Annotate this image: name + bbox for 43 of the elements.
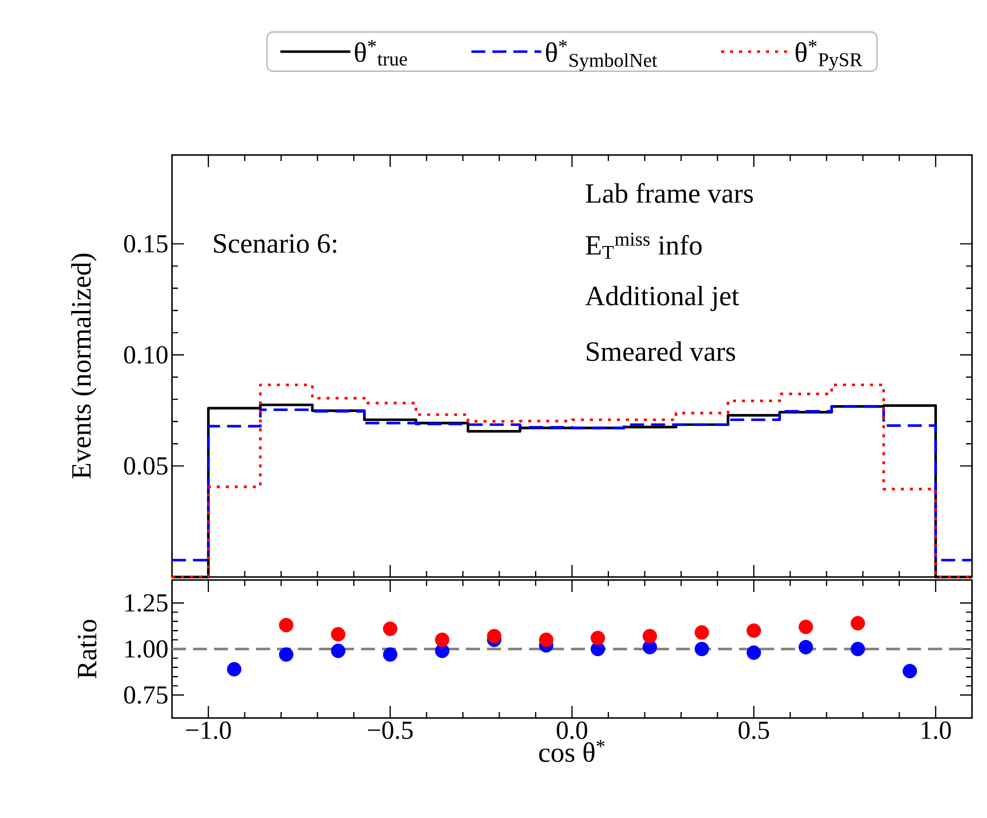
annotation: Smeared vars [586,341,736,362]
annotation: Scenario 6: [214,234,336,254]
point [330,644,346,658]
point [278,647,294,662]
y-tick-label: 0.15 [124,235,168,253]
point [538,632,554,648]
y-tick-label: 1.25 [125,594,168,612]
point [850,642,866,656]
annotation: Additional jet [585,286,740,312]
legend-label: θ$^{*}$SymbolNet [546,40,658,71]
legend-label: θ$^{*}$true [354,40,407,66]
point [226,662,242,676]
x-tick-label: −1.0 [186,722,231,740]
y-tick-label: 1.00 [125,640,168,658]
y-tick-label: 0.75 [124,686,168,704]
y-tick-label: 0.05 [124,457,168,475]
y-axis-title: Events (normalized) [71,254,96,479]
point [798,620,814,634]
point [798,640,814,654]
point [746,645,762,660]
point [330,627,346,642]
point [486,628,502,644]
y-axis-title: Ratio [78,620,96,678]
point [642,628,658,644]
point [590,630,606,646]
point [278,618,294,632]
x-tick-label: 0.5 [738,722,769,740]
annotation: Lab frame vars [586,183,753,203]
x-tick-label: 1.0 [922,722,951,740]
point [382,622,398,636]
point [694,625,710,640]
point [694,642,710,656]
legend-label: θ$^{*}$PySR [796,40,862,70]
x-tick-label: −0.5 [368,722,413,740]
x-tick-label: 0.0 [556,722,588,740]
point [902,664,918,678]
point [850,616,866,630]
annotation: E$_{T}$$^{miss}$ info [586,232,702,259]
y-tick-label: 0.10 [124,346,168,364]
point [382,647,398,662]
point [434,632,450,648]
x-axis-title: cos θ$^{*}$ [539,740,604,762]
point [746,623,762,638]
